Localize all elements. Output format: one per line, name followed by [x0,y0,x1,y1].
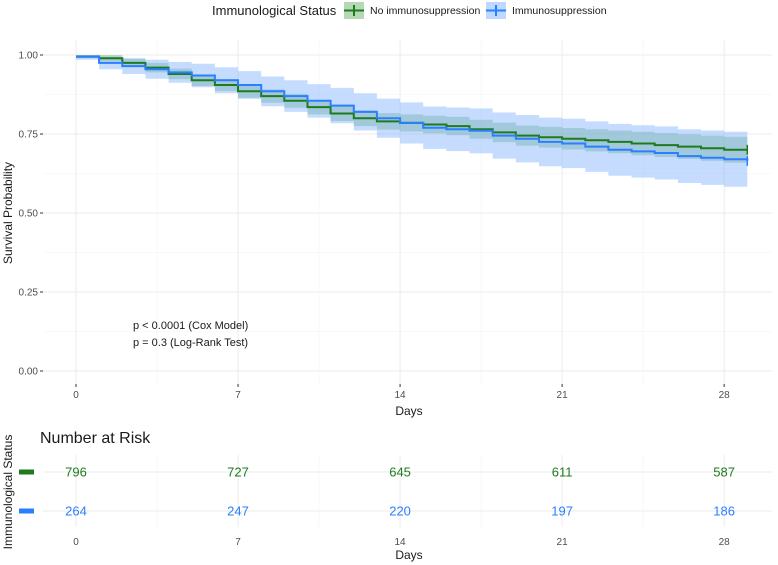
x-tick-label-2: 14 [395,390,407,401]
y-tick-label-1: 0.25 [19,288,39,299]
y-tick-label-4: 1.00 [19,51,39,62]
risk-table-values: 796 727 645 611 587 264 247 220 197 186 [65,465,735,519]
x-tick-label-4: 28 [719,390,731,401]
survival-curve-immunosuppression [76,55,749,161]
legend-title: Immunological Status [212,3,337,18]
risk-x-tick-label-4: 28 [719,537,731,548]
risk-value-immunosuppression-0: 264 [65,504,87,519]
risk-table-x-title: Days [395,548,422,562]
risk-x-tick-label-1: 7 [235,537,241,548]
confidence-band-immunosuppression [76,55,748,189]
risk-x-tick-label-3: 21 [557,537,569,548]
risk-x-tick-label-2: 14 [395,537,407,548]
main-plot-grid [43,40,772,384]
y-axis-title: Survival Probability [1,162,15,264]
risk-value-no-immunosuppression-4: 587 [713,465,735,480]
legend-label-immunosuppression: Immunosuppression [512,5,607,17]
x-tick-label-0: 0 [73,390,79,401]
logrank-p-value: p = 0.3 (Log-Rank Test) [133,337,248,349]
risk-table-keys [19,469,34,514]
legend-label-no-immunosuppression: No immunosuppression [370,5,480,17]
x-tick-label-1: 7 [235,390,241,401]
risk-table-y-title: Immunological Status [1,435,15,550]
risk-x-tick-label-0: 0 [73,537,79,548]
legend: Immunological Status No immunosuppressio… [212,2,607,19]
risk-value-immunosuppression-1: 247 [227,504,249,519]
cox-p-value: p < 0.0001 (Cox Model) [133,320,248,332]
risk-value-immunosuppression-4: 186 [713,504,735,519]
risk-value-immunosuppression-2: 220 [389,504,411,519]
risk-row-key-immunosuppression [19,508,34,514]
risk-value-no-immunosuppression-2: 645 [389,465,411,480]
risk-row-key-no-immunosuppression [19,469,34,475]
confidence-band-no-immunosuppression [76,55,748,163]
risk-table-title: Number at Risk [40,430,151,447]
risk-value-no-immunosuppression-1: 727 [227,465,249,480]
confidence-bands [76,55,748,189]
x-axis-title: Days [395,404,422,418]
risk-value-immunosuppression-3: 197 [551,504,573,519]
y-tick-label-2: 0.50 [19,209,39,220]
survival-curves [76,55,749,166]
risk-value-no-immunosuppression-0: 796 [65,465,87,480]
y-tick-label-0: 0.00 [19,367,39,378]
risk-table-x-ticks: 0 7 14 21 28 [73,537,730,548]
y-tick-label-3: 0.75 [19,130,39,141]
main-plot-axes: 0.00 0.25 0.50 0.75 1.00 0 7 14 21 28 [19,51,731,402]
risk-table-grid [43,455,772,527]
x-tick-label-3: 21 [557,390,569,401]
risk-value-no-immunosuppression-3: 611 [552,465,573,480]
